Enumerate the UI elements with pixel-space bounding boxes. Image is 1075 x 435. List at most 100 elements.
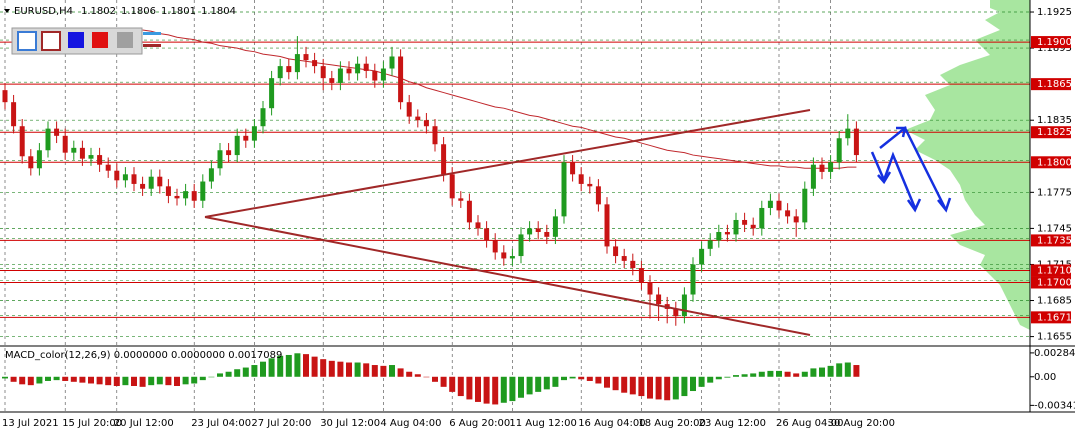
candle-body [630,260,636,269]
level-tag [1031,36,1071,49]
macd-bar [578,376,585,380]
macd-bar [139,376,146,387]
candle-body [79,147,85,159]
macd-bar [758,371,765,377]
level-label: 1.1900 [1037,37,1072,48]
candle-body [294,54,300,73]
tool-button[interactable] [143,32,161,35]
macd-bar [285,354,292,377]
macd-bar [371,365,378,377]
macd-bar [440,376,447,387]
candle-body [767,200,773,208]
macd-bar [733,375,739,377]
macd-bar [27,376,34,386]
tool-button[interactable] [143,44,161,47]
level-tag [1031,264,1071,277]
candle-body [303,54,309,61]
macd-bar [604,376,610,388]
candle-body [621,256,627,261]
candle-body [148,176,154,189]
macd-bar [62,376,69,381]
x-tick-label: 11 Aug 12:00 [509,418,576,429]
candle-body [398,56,404,103]
macd-bar [320,359,327,377]
toolbar[interactable] [11,27,161,55]
macd-bar [174,376,180,386]
level-tag [1031,276,1071,289]
candle-body [372,70,378,81]
x-tick-label: 23 Jul 04:00 [191,418,251,429]
tool-button[interactable] [68,32,84,48]
macd-bar [277,355,284,377]
x-tick-label: 16 Aug 04:00 [578,418,645,429]
macd-bar [638,376,645,397]
tool-button[interactable] [17,31,37,51]
x-tick-label: 18 Aug 20:00 [638,418,705,429]
macd-bar [346,362,352,377]
macd-bar [242,367,249,377]
x-tick-label: 27 Jul 20:00 [251,418,311,429]
macd-bar [122,376,129,386]
x-tick-label: 30 Jul 12:00 [320,418,380,429]
candle-body [329,78,335,83]
candle-body [174,195,180,199]
menu-icon[interactable] [4,9,10,13]
x-tick-label: 15 Jul 20:00 [62,418,122,429]
candle-body [441,144,447,175]
candle-body [707,240,713,249]
macd-bar [655,376,662,400]
candle-body [785,210,791,217]
candle-body [432,126,438,145]
candle-body [475,222,481,229]
candle-body [613,246,619,257]
candle-body [131,174,137,184]
candle-body [673,308,679,317]
symbol: EURUSD,H4 [14,6,73,17]
macd-bar [148,376,155,386]
candle-body [269,78,275,109]
candle-body [810,164,816,189]
candle-body [320,66,326,79]
macd-bar [672,376,679,400]
macd-bar [414,374,421,377]
candle-body [845,128,851,139]
candle-body [776,200,782,211]
macd-bar [96,376,103,385]
macd-bar [793,373,800,377]
macd-bar [449,376,456,392]
macd-bar [208,376,215,378]
macd-bar [45,376,51,381]
candle-body [2,90,8,103]
macd-bar [131,376,137,386]
macd-bar [509,376,516,402]
macd-bar [303,354,309,377]
macd-bar [165,376,172,386]
x-tick-label: 13 Jul 2021 [2,418,59,429]
tool-button[interactable] [92,32,108,48]
y-tick-label: 1.1835 [1037,115,1072,126]
candle-body [122,174,128,181]
macd-bar [328,360,335,377]
macd-bar [397,368,404,377]
candle-body [406,102,412,117]
tool-button[interactable] [41,31,61,51]
macd-bar [36,376,43,384]
x-tick-label: 26 Aug 04:00 [776,418,843,429]
candle-body [286,66,292,73]
candle-body [88,155,94,159]
x-tick-label: 30 Aug 20:00 [828,418,895,429]
trend-line [204,109,811,218]
macd-bar [621,376,628,393]
candle-body [570,162,576,175]
candle-body [587,183,593,187]
candle-body [243,135,249,141]
y-tick-label: 1.1895 [1037,43,1072,54]
candle-body [802,188,808,223]
ohlc: 1.1806 [121,6,156,17]
candle-body [380,68,386,81]
candle-body [681,294,687,317]
macd-bar [595,376,602,384]
candle-body [716,232,722,241]
tool-button[interactable] [117,32,133,48]
candle-body [62,135,68,153]
